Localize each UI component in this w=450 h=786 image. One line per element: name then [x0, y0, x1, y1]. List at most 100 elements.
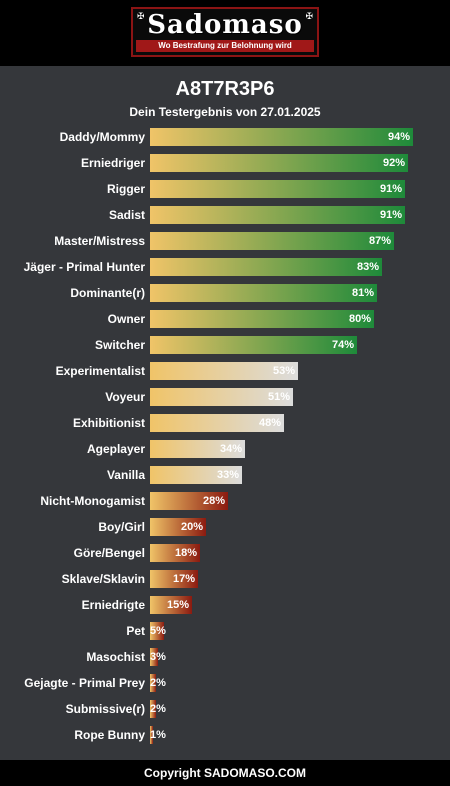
percentage-label: 1% — [150, 729, 166, 741]
result-bar — [150, 570, 198, 588]
result-bar — [150, 466, 242, 484]
result-bar — [150, 414, 284, 432]
result-bar — [150, 310, 374, 328]
result-row: Erniedriger 92% — [0, 154, 450, 172]
category-label: Sadist — [108, 208, 145, 222]
result-row: Boy/Girl 20% — [0, 518, 450, 536]
result-bar — [150, 284, 377, 302]
percentage-label: 2% — [150, 703, 166, 715]
result-row: Gejagte - Primal Prey 2% — [0, 674, 450, 692]
result-bar — [150, 362, 298, 380]
logo-wordmark: Sadomaso — [147, 10, 303, 40]
result-bar — [150, 336, 357, 354]
category-label: Erniedriger — [80, 156, 145, 170]
percentage-label: 2% — [150, 677, 166, 689]
result-row: Dominante(r) 81% — [0, 284, 450, 302]
ornament-icon: ✠ — [305, 11, 313, 21]
category-label: Nicht-Monogamist — [40, 494, 145, 508]
category-label: Voyeur — [105, 390, 145, 404]
category-label: Switcher — [94, 338, 145, 352]
category-label: Owner — [107, 312, 145, 326]
result-bar — [150, 674, 156, 692]
result-row: Daddy/Mommy 94% — [0, 128, 450, 146]
result-bar — [150, 648, 158, 666]
result-row: Owner 80% — [0, 310, 450, 328]
header: ✠ ✠ Sadomaso Wo Bestrafung zur Belohnung… — [0, 0, 450, 66]
percentage-label: 53% — [273, 365, 296, 377]
category-label: Exhibitionist — [73, 416, 145, 430]
category-label: Daddy/Mommy — [59, 130, 145, 144]
category-label: Dominante(r) — [70, 286, 145, 300]
result-row: Ageplayer 34% — [0, 440, 450, 458]
percentage-label: 33% — [217, 469, 240, 481]
result-bar — [150, 544, 200, 562]
result-bar — [150, 154, 408, 172]
result-subtitle: Dein Testergebnis von 27.01.2025 — [129, 105, 321, 119]
category-label: Master/Mistress — [54, 234, 145, 248]
result-bar — [150, 258, 382, 276]
result-bar — [150, 388, 293, 406]
result-row: Erniedrigte 15% — [0, 596, 450, 614]
category-label: Göre/Bengel — [73, 546, 145, 560]
category-label: Submissive(r) — [65, 702, 145, 716]
percentage-label: 91% — [380, 183, 403, 195]
percentage-label: 15% — [167, 599, 190, 611]
result-row: Göre/Bengel 18% — [0, 544, 450, 562]
percentage-label: 51% — [268, 391, 291, 403]
result-row: Sadist 91% — [0, 206, 450, 224]
result-bar — [150, 232, 394, 250]
percentage-label: 94% — [388, 131, 411, 143]
category-label: Jäger - Primal Hunter — [23, 260, 145, 274]
result-row: Sklave/Sklavin 17% — [0, 570, 450, 588]
percentage-label: 34% — [220, 443, 243, 455]
percentage-label: 74% — [332, 339, 355, 351]
result-row: Exhibitionist 48% — [0, 414, 450, 432]
result-bar — [150, 700, 156, 718]
percentage-label: 92% — [383, 157, 406, 169]
result-row: Masochist 3% — [0, 648, 450, 666]
percentage-label: 83% — [357, 261, 380, 273]
result-bar — [150, 622, 164, 640]
result-row: Jäger - Primal Hunter 83% — [0, 258, 450, 276]
percentage-label: 87% — [369, 235, 392, 247]
result-row: Voyeur 51% — [0, 388, 450, 406]
result-row: Rope Bunny 1% — [0, 726, 450, 744]
result-title: A8T7R3P6 — [175, 78, 275, 100]
category-label: Sklave/Sklavin — [61, 572, 145, 586]
result-row: Submissive(r) 2% — [0, 700, 450, 718]
percentage-label: 20% — [181, 521, 204, 533]
sadomaso-logo[interactable]: ✠ ✠ Sadomaso Wo Bestrafung zur Belohnung… — [131, 7, 319, 57]
percentage-label: 5% — [150, 625, 166, 637]
category-label: Ageplayer — [86, 442, 145, 456]
result-bar — [150, 180, 405, 198]
result-row: Vanilla 33% — [0, 466, 450, 484]
category-label: Pet — [126, 624, 145, 638]
logo-tagline: Wo Bestrafung zur Belohnung wird — [136, 40, 314, 52]
category-label: Rope Bunny — [74, 728, 145, 742]
percentage-label: 91% — [380, 209, 403, 221]
result-bar — [150, 128, 413, 146]
result-row: Experimentalist 53% — [0, 362, 450, 380]
result-bar — [150, 596, 192, 614]
category-label: Gejagte - Primal Prey — [24, 676, 145, 690]
result-bar — [150, 726, 153, 744]
percentage-label: 80% — [349, 313, 372, 325]
category-label: Rigger — [106, 182, 145, 196]
result-bar — [150, 440, 245, 458]
copyright-footer: Copyright SADOMASO.COM — [0, 760, 450, 786]
category-label: Boy/Girl — [98, 520, 145, 534]
result-bar — [150, 492, 228, 510]
result-row: Master/Mistress 87% — [0, 232, 450, 250]
result-bar — [150, 206, 405, 224]
percentage-label: 28% — [203, 495, 226, 507]
result-row: Switcher 74% — [0, 336, 450, 354]
result-row: Nicht-Monogamist 28% — [0, 492, 450, 510]
category-label: Masochist — [86, 650, 145, 664]
category-label: Experimentalist — [55, 364, 145, 378]
result-row: Pet 5% — [0, 622, 450, 640]
ornament-icon: ✠ — [137, 11, 145, 21]
percentage-label: 17% — [173, 573, 196, 585]
percentage-label: 81% — [352, 287, 375, 299]
result-bar — [150, 518, 206, 536]
category-label: Erniedrigte — [81, 598, 145, 612]
